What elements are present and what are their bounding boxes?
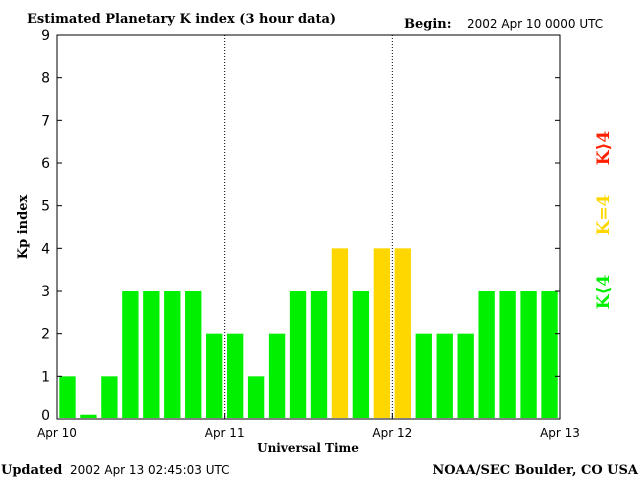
y-tick-label: 2 — [41, 327, 50, 343]
kp-bar — [394, 248, 411, 418]
kp-bar — [143, 291, 160, 418]
x-axis-ticks: Apr 10 Apr 11 Apr 12 Apr 13 — [37, 413, 580, 440]
kp-bar — [185, 291, 202, 418]
y-tick-label: 9 — [41, 28, 50, 44]
kp-bar — [478, 291, 495, 418]
x-tick-label: Apr 10 — [37, 426, 77, 440]
kp-bar — [247, 376, 265, 418]
chart-title: Estimated Planetary K index (3 hour data… — [27, 12, 336, 27]
kp-bar — [59, 376, 76, 418]
y-tick-label: 4 — [41, 241, 50, 257]
updated-label: Updated — [1, 463, 62, 478]
x-tick-label: Apr 12 — [372, 426, 412, 440]
kp-bar — [520, 291, 537, 418]
legend-high: K⟩4 — [594, 131, 614, 166]
y-tick-label: 7 — [41, 113, 50, 129]
kp-bar — [541, 291, 558, 418]
x-tick-label: Apr 11 — [205, 426, 245, 440]
y-tick-label: 5 — [41, 199, 50, 215]
x-axis-label: Universal Time — [257, 441, 359, 455]
x-tick-label: Apr 13 — [540, 426, 580, 440]
kp-bar — [268, 333, 286, 418]
kp-bar — [80, 414, 97, 418]
kp-bar — [352, 291, 370, 418]
kp-bar — [164, 291, 181, 418]
bars — [59, 248, 558, 418]
kp-bar — [331, 248, 349, 418]
kp-bar — [226, 333, 244, 418]
legend-low: K⟨4 — [594, 275, 614, 310]
kp-bar — [122, 291, 139, 418]
begin-value: 2002 Apr 10 0000 UTC — [467, 17, 603, 31]
y-axis-label: Kp index — [16, 195, 31, 260]
source-credit: NOAA/SEC Boulder, CO USA — [432, 463, 639, 478]
kp-bar — [436, 333, 453, 418]
kp-bar — [310, 291, 328, 418]
plot-frame — [56, 34, 561, 420]
updated-value: 2002 Apr 13 02:45:03 UTC — [70, 463, 230, 477]
kp-bar — [206, 333, 223, 418]
y-tick-label: 3 — [41, 284, 50, 300]
kp-bar — [101, 376, 118, 418]
y-tick-label: 8 — [41, 71, 50, 87]
kp-bar — [373, 248, 391, 418]
kp-bar — [415, 333, 432, 418]
y-tick-label: 6 — [41, 156, 50, 172]
kp-bar — [457, 333, 474, 418]
day-dividers — [224, 35, 393, 419]
y-axis-ticks: 0 1 2 3 4 5 6 7 8 9 — [41, 28, 560, 424]
begin-label: Begin: — [404, 17, 452, 32]
y-tick-label: 1 — [41, 369, 50, 385]
kp-bar — [499, 291, 516, 418]
legend-mid: K=4 — [594, 194, 614, 235]
y-tick-label: 0 — [41, 408, 50, 424]
kp-bar — [289, 291, 307, 418]
